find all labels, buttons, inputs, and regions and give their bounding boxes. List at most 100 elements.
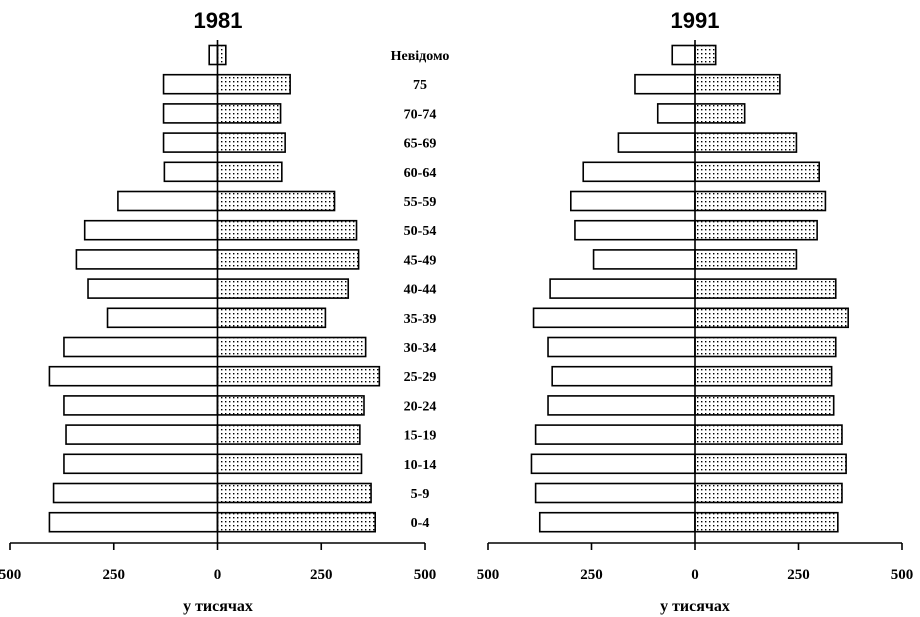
bar-left-55-59 <box>569 190 696 212</box>
bar-right-65-69 <box>694 132 798 153</box>
bar-right-20-24 <box>216 395 365 416</box>
age-group-label: 75 <box>413 78 427 93</box>
bar-right-10-14 <box>694 453 847 475</box>
bar-left-55-59 <box>117 190 219 212</box>
x-tick-label: 250 <box>310 567 333 583</box>
bar-right-45-49 <box>694 249 798 270</box>
bar-left-70-74 <box>162 103 219 124</box>
bar-right-40-44 <box>694 278 837 299</box>
bar-right-40-44 <box>216 278 350 299</box>
bar-right-55-59 <box>694 190 827 212</box>
age-group-label: 25-29 <box>404 370 437 385</box>
bar-right-35-39 <box>694 307 849 329</box>
bar-left-50-54 <box>83 219 219 241</box>
bar-left-15-19 <box>65 424 219 445</box>
bar-left-5-9 <box>534 482 696 504</box>
bar-left-60-64 <box>163 161 219 183</box>
bar-right-15-19 <box>216 424 361 445</box>
chart-1981: 1981 500 250 0 250 500 у тисячах <box>0 8 436 615</box>
bar-right-75 <box>216 73 291 95</box>
bar-right-70-74 <box>216 103 282 124</box>
x-tick-label: 0 <box>214 567 222 583</box>
bar-left-70-74 <box>656 103 696 124</box>
bar-right-75 <box>694 73 781 95</box>
bar-left-20-24 <box>63 395 219 416</box>
bar-left-5-9 <box>52 482 219 504</box>
bar-right-60-64 <box>694 161 820 183</box>
axes-1991 <box>487 40 903 550</box>
age-group-labels: Невідомо 75 70-74 65-69 60-64 55-59 50-54 45-49… <box>391 49 450 531</box>
chart-title-1981: 1981 <box>194 8 243 33</box>
bar-left-30-34 <box>63 336 219 358</box>
bar-right-25-29 <box>216 365 381 387</box>
age-group-label: 20-24 <box>404 399 437 414</box>
bar-left-40-44 <box>549 278 696 299</box>
bar-right-30-34 <box>216 336 367 358</box>
bar-right-70-74 <box>694 103 746 124</box>
bar-left-65-69 <box>162 132 219 153</box>
bar-right-55-59 <box>216 190 336 212</box>
x-tick-labels-1991: 500 250 0 250 500 <box>477 567 914 583</box>
x-tick-label: 250 <box>103 567 126 583</box>
age-group-label: 35-39 <box>404 312 437 327</box>
age-group-label: Невідомо <box>391 49 450 64</box>
bar-left-Невідомо <box>208 44 219 66</box>
x-tick-label: 250 <box>580 567 603 583</box>
bar-left-75 <box>162 73 219 95</box>
bar-right-45-49 <box>216 249 360 270</box>
bar-left-20-24 <box>547 395 696 416</box>
bar-right-50-54 <box>216 219 358 241</box>
age-group-label: 55-59 <box>404 195 437 210</box>
age-group-label: 10-14 <box>404 458 437 473</box>
bar-left-10-14 <box>63 453 219 475</box>
bar-right-5-9 <box>216 482 372 504</box>
bar-left-35-39 <box>106 307 219 329</box>
bar-right-35-39 <box>216 307 327 329</box>
age-group-label: 40-44 <box>404 283 437 298</box>
bar-left-25-29 <box>551 365 696 387</box>
x-tick-label: 500 <box>477 567 500 583</box>
bar-left-60-64 <box>582 161 696 183</box>
bar-right-50-54 <box>694 219 818 241</box>
bar-left-35-39 <box>532 307 696 329</box>
age-group-label: 15-19 <box>404 429 437 444</box>
bar-right-15-19 <box>694 424 843 445</box>
bars-1991 <box>530 44 849 533</box>
bar-right-0-4 <box>216 511 376 533</box>
bar-left-75 <box>634 73 696 95</box>
x-tick-label: 500 <box>0 567 21 583</box>
bar-right-10-14 <box>216 453 363 475</box>
x-tick-label: 500 <box>891 567 914 583</box>
bar-right-25-29 <box>694 365 833 387</box>
bar-left-65-69 <box>617 132 696 153</box>
bar-left-0-4 <box>538 511 696 533</box>
x-tick-label: 500 <box>414 567 437 583</box>
bar-left-40-44 <box>87 278 219 299</box>
bar-right-5-9 <box>694 482 843 504</box>
age-group-label: 45-49 <box>404 253 437 268</box>
x-tick-label: 0 <box>691 567 699 583</box>
bar-left-15-19 <box>534 424 696 445</box>
age-group-label: 65-69 <box>404 137 437 152</box>
bar-left-30-34 <box>547 336 696 358</box>
bar-left-0-4 <box>48 511 219 533</box>
axes-1981 <box>9 40 426 550</box>
chart-1991: 1991 500 250 0 250 500 у тисячах <box>477 8 914 615</box>
bar-right-0-4 <box>694 511 839 533</box>
x-axis-label-1991: у тисячах <box>660 598 730 615</box>
x-axis-label-1981: у тисячах <box>183 598 253 615</box>
x-tick-label: 250 <box>787 567 810 583</box>
chart-title-1991: 1991 <box>671 8 720 33</box>
age-group-label: 0-4 <box>411 516 430 531</box>
bars-1981 <box>48 44 381 533</box>
age-group-label: 50-54 <box>404 224 437 239</box>
age-group-label: 5-9 <box>411 487 430 502</box>
bar-left-45-49 <box>592 249 696 270</box>
bar-left-Невідомо <box>671 44 696 66</box>
age-group-label: 70-74 <box>404 107 437 122</box>
age-group-label: 30-34 <box>404 341 437 356</box>
x-tick-labels-1981: 500 250 0 250 500 <box>0 567 436 583</box>
bar-right-Невідомо <box>216 44 227 66</box>
bar-right-60-64 <box>216 161 283 183</box>
